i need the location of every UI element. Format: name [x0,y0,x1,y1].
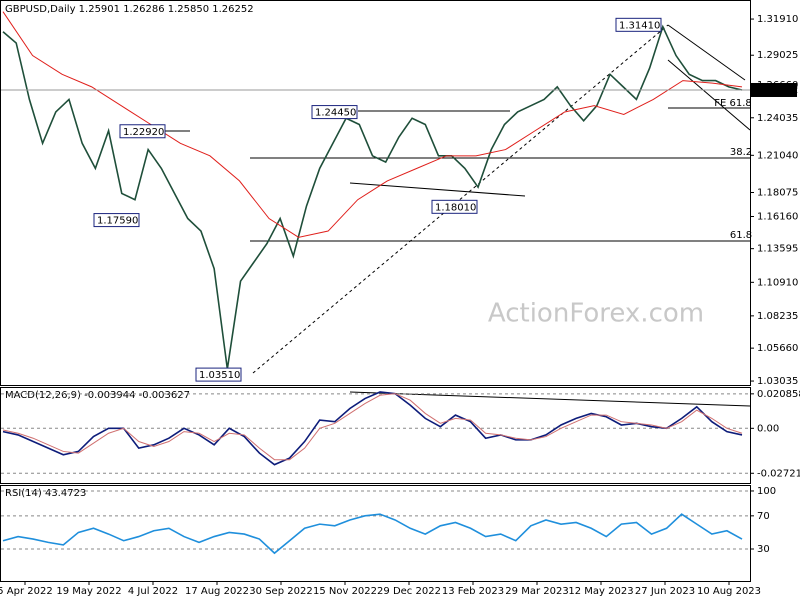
last-price-box [751,82,797,97]
x-tick-label: 30 Sep 2022 [249,586,312,597]
series-line [2,393,743,461]
x-tick-label: 29 Mar 2023 [505,586,568,597]
y-tick-label: 1.24035 [757,113,798,124]
y-tick-label: 100 [757,486,776,497]
annotation-label: 1.17590 [97,216,138,227]
annotation-label: 1.22920 [123,127,164,138]
annotation-label: 1.24450 [315,108,356,119]
series-line [2,391,743,466]
x-tick-label: 13 Feb 2023 [442,586,504,597]
rsi-title: RSI(14) 43.4723 [5,488,86,499]
x-tick-label: 4 Jul 2022 [128,586,178,597]
last-price-label: 1.26252 [757,85,798,96]
x-tick-label: 5 Apr 2022 [0,586,53,597]
fib-label: FE 61.8 [714,98,752,109]
series-line [2,24,743,370]
annotation-box [195,367,242,382]
annotation-box [431,199,478,214]
x-tick-label: 29 Dec 2022 [377,586,441,597]
y-tick-label: 1.03035 [757,376,798,387]
y-tick-label: 30 [757,544,770,555]
y-tick-label: 1.31910 [757,14,798,25]
macd-panel [0,387,751,484]
y-tick-label: 1.08235 [757,311,798,322]
annotation-box [93,213,140,228]
y-tick-label: 1.10910 [757,277,798,288]
fib-label: 61.8 [730,230,752,241]
annotation-box [119,124,166,139]
chart-title: GBPUSD,Daily 1.25901 1.26286 1.25850 1.2… [5,4,254,15]
annotation-label: 1.03510 [199,370,240,381]
y-tick-label: 1.29025 [757,50,798,61]
annotation-box [615,17,662,32]
y-tick-label: 70 [757,511,770,522]
macd-title: MACD(12,26,9) -0.003944 -0.003627 [5,390,190,401]
y-tick-label: -0.027213 [757,468,800,479]
series-line [2,11,743,238]
annotation-box [311,105,358,120]
y-tick-label: 1.18075 [757,188,798,199]
annotation-label: 1.31410 [619,20,660,31]
x-tick-label: 17 Aug 2022 [185,586,249,597]
annotation-label: 1.18010 [435,202,476,213]
watermark: ActionForex.com [488,299,704,329]
y-tick-label: 0.00 [757,423,779,434]
x-tick-label: 10 Aug 2023 [697,586,761,597]
rsi-panel [0,485,751,582]
x-tick-label: 15 Nov 2022 [313,586,377,597]
y-tick-label: 1.21040 [757,150,798,161]
y-tick-label: 1.16160 [757,212,798,223]
y-tick-label: 1.05660 [757,343,798,354]
x-tick-label: 19 May 2022 [56,586,121,597]
y-tick-label: 0.020858 [757,389,800,400]
x-tick-label: 12 May 2023 [568,586,633,597]
y-tick-label: 1.13595 [757,244,798,255]
x-tick-label: 27 Jun 2023 [635,586,695,597]
series-line [2,513,743,555]
fib-label: 38.2 [730,147,752,158]
